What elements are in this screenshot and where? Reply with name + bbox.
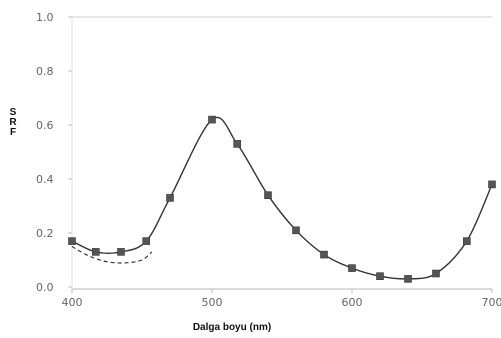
data-point-marker <box>166 194 174 202</box>
data-point-marker <box>233 140 241 148</box>
data-point-marker <box>348 264 356 272</box>
y-tick-label: 0.8 <box>36 65 54 78</box>
data-series <box>68 115 496 283</box>
x-tick-label: 600 <box>342 296 363 309</box>
tick-labels: 0.0 0.2 0.4 0.6 0.8 1.0 400 500 600 700 <box>36 11 501 309</box>
y-tick-label: 1.0 <box>36 11 54 24</box>
data-point-marker <box>376 272 384 281</box>
x-axis-label: Dalga boyu (nm) <box>193 322 271 333</box>
data-point-marker <box>264 191 272 199</box>
y-tick-label: 0.0 <box>36 281 54 294</box>
data-point-marker <box>488 180 496 189</box>
srf-curve-line <box>71 116 493 280</box>
y-tick-label: 0.4 <box>36 173 54 186</box>
data-point-marker <box>320 250 328 259</box>
dashed-curve-line <box>71 245 153 264</box>
x-tick-label: 700 <box>482 296 501 309</box>
data-point-marker <box>432 269 440 278</box>
x-tick-label: 500 <box>202 296 223 309</box>
data-point-marker <box>462 237 471 245</box>
data-point-marker <box>117 248 125 256</box>
x-tick-label: 400 <box>62 296 83 309</box>
data-point-marker <box>92 248 100 256</box>
data-point-marker <box>142 237 150 245</box>
data-point-marker <box>292 226 300 235</box>
data-point-marker <box>208 115 216 124</box>
y-tick-label: 0.2 <box>36 227 54 240</box>
y-tick-label: 0.6 <box>36 119 54 132</box>
data-point-marker <box>68 237 76 245</box>
data-point-marker <box>404 275 412 283</box>
